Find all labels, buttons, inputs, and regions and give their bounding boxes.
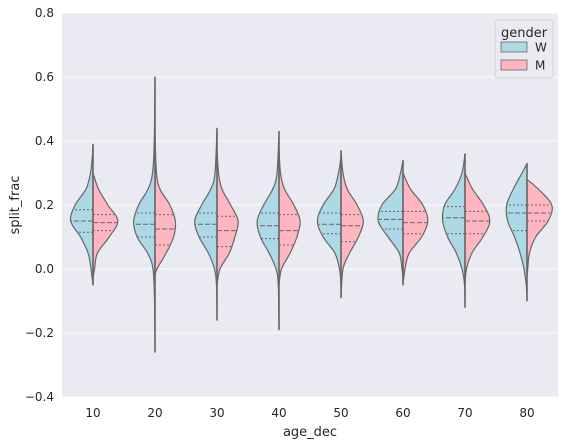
violin-w-40 (256, 130, 280, 331)
y-tick-label: 0.4 (35, 134, 54, 148)
x-tick-label: 10 (85, 406, 100, 420)
legend-label-m: M (535, 59, 545, 73)
violin-m-60 (402, 172, 429, 286)
violin-w-60 (377, 159, 404, 280)
x-tick-label: 40 (271, 406, 286, 420)
y-tick-label: 0.8 (35, 6, 54, 20)
violin-w-70 (441, 153, 466, 308)
y-tick-labels: −0.4 −0.2 0.0 0.2 0.4 0.6 0.8 (25, 6, 54, 404)
violin-m-70 (464, 172, 491, 286)
x-tick-label: 60 (395, 406, 410, 420)
x-axis-label: age_dec (283, 425, 337, 440)
legend: gender W M (494, 19, 554, 79)
y-tick-label: 0.0 (35, 262, 54, 276)
violin-m-20 (154, 134, 177, 276)
violin-m-50 (340, 150, 364, 299)
x-tick-label: 50 (333, 406, 348, 420)
violin-m-10 (92, 172, 119, 280)
legend-title: gender (501, 26, 548, 41)
violin-m-40 (278, 146, 301, 286)
legend-swatch-m (500, 59, 528, 71)
y-tick-label: −0.4 (25, 390, 54, 404)
y-tick-label: −0.2 (25, 326, 54, 340)
y-tick-label: 0.2 (35, 198, 54, 212)
violin-m-30 (216, 146, 239, 286)
legend-swatch-w (500, 41, 528, 53)
violin-w-80 (505, 162, 528, 302)
violins (69, 76, 553, 353)
x-tick-labels: 10 20 30 40 50 60 70 80 (85, 406, 534, 420)
y-tick-label: 0.6 (35, 70, 54, 84)
violin-w-50 (316, 156, 342, 286)
x-tick-label: 20 (147, 406, 162, 420)
legend-label-w: W (535, 41, 547, 55)
x-tick-label: 70 (457, 406, 472, 420)
violin-w-20 (133, 76, 156, 353)
x-tick-label: 80 (519, 406, 534, 420)
y-axis-label: split_frac (8, 176, 23, 235)
violin-w-10 (69, 143, 94, 286)
violin-m-80 (526, 178, 553, 276)
x-tick-label: 30 (209, 406, 224, 420)
